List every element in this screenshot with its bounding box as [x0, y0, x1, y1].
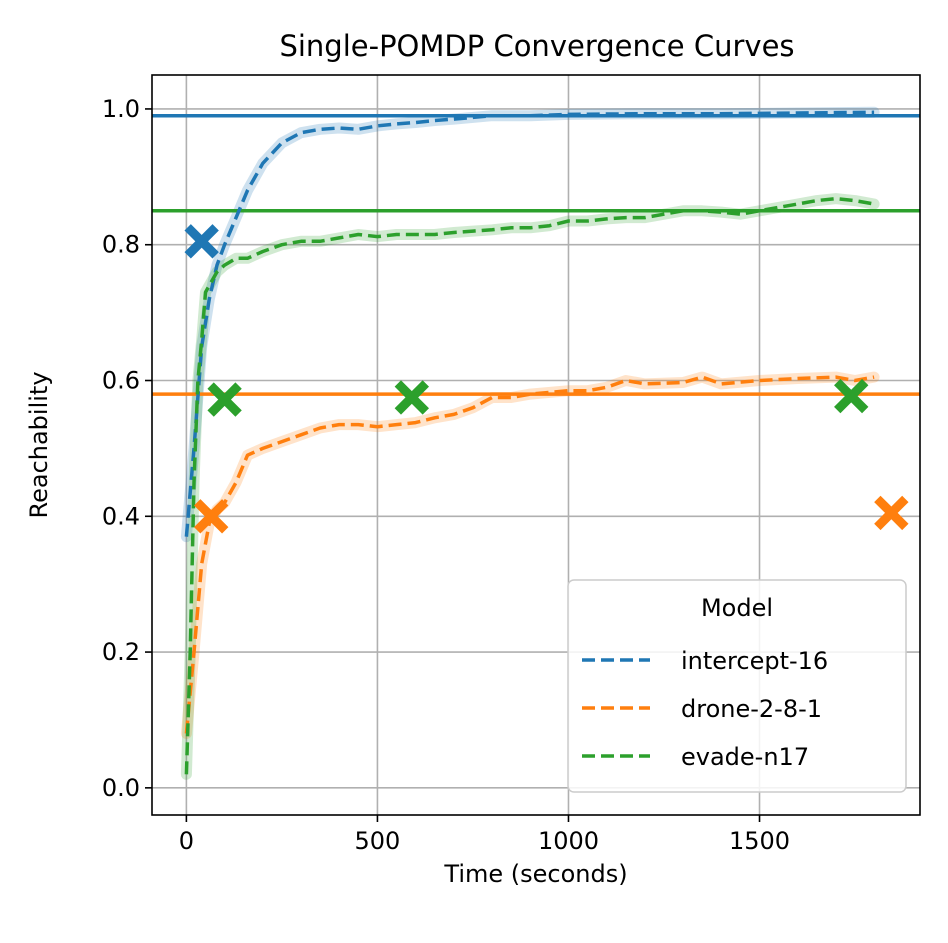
marker-x-shape — [874, 495, 909, 531]
line-drone-2-8-1 — [184, 375, 875, 734]
y-tick-label: 0.8 — [102, 231, 140, 259]
line-evade-n17 — [184, 196, 875, 775]
x-tick-label: 1000 — [538, 827, 599, 855]
legend-label: drone-2-8-1 — [681, 695, 822, 723]
line-intercept-16 — [184, 110, 875, 537]
series-lines — [184, 110, 875, 775]
y-tick-label: 0.2 — [102, 638, 140, 666]
grid — [152, 75, 920, 815]
marker-evade-n17 — [207, 382, 242, 417]
y-tick-label: 1.0 — [102, 95, 140, 123]
legend-label: intercept-16 — [681, 647, 828, 675]
marker-evade-n17 — [834, 378, 869, 414]
x-axis-ticks: 0 500 1000 1500 — [179, 815, 790, 855]
y-tick-label: 0.4 — [102, 502, 140, 530]
marker-x-shape — [394, 380, 430, 415]
legend-label: evade-n17 — [681, 743, 809, 771]
marker-drone-2-8-1 — [874, 495, 909, 531]
legend-box — [567, 579, 907, 793]
chart-title: Single-POMDP Convergence Curves — [279, 29, 794, 63]
marker-x-shape — [184, 224, 219, 259]
y-axis-ticks: 0.0 0.2 0.4 0.6 0.8 1.0 — [102, 95, 152, 802]
y-tick-label: 0.6 — [102, 367, 140, 395]
marker-intercept-16 — [184, 224, 219, 259]
legend: Model intercept-16 drone-2-8-1 evade-n17 — [567, 579, 907, 793]
x-axis-label: Time (seconds) — [443, 860, 627, 888]
marker-x-shape — [834, 378, 869, 414]
marker-evade-n17 — [394, 380, 430, 415]
marker-x-shape — [194, 499, 229, 534]
y-axis-label: Reachability — [25, 371, 53, 518]
x-tick-label: 500 — [355, 827, 401, 855]
marker-drone-2-8-1 — [194, 499, 229, 534]
marker-x-shape — [207, 382, 242, 417]
x-tick-label: 0 — [179, 827, 194, 855]
series-markers — [184, 224, 909, 534]
legend-items: intercept-16 drone-2-8-1 evade-n17 — [582, 647, 828, 771]
y-tick-label: 0.0 — [102, 774, 140, 802]
plot-frame — [151, 74, 921, 816]
legend-title: Model — [701, 594, 773, 622]
x-tick-label: 1500 — [729, 827, 790, 855]
